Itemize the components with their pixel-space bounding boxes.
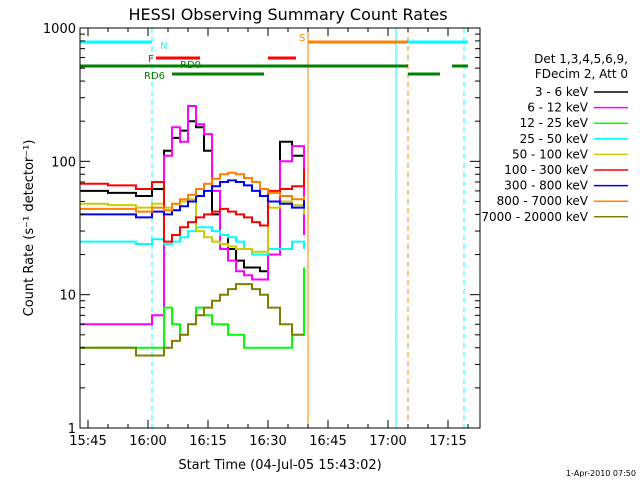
legend-header-line2: FDecim 2, Att 0 — [535, 67, 628, 81]
flag-bar-label: F — [148, 54, 154, 65]
series-line — [80, 168, 305, 243]
x-tick-label: 16:00 — [129, 434, 166, 449]
legend-entry-label: 300 - 800 keV — [504, 179, 588, 193]
x-tick-label: 17:00 — [369, 434, 406, 449]
legend-entry-label: 50 - 100 keV — [512, 147, 589, 161]
legend-entry-label: 6 - 12 keV — [527, 101, 589, 115]
series-line — [80, 171, 305, 213]
plot-frame — [79, 27, 481, 429]
y-tick-label: 1 — [68, 422, 76, 437]
x-axis-label: Start Time (04-Jul-05 15:43:02) — [178, 458, 381, 473]
series-line — [80, 179, 305, 219]
series-line — [80, 267, 305, 349]
plot-area: N S F RD0 RD6 — [79, 28, 468, 428]
y-axis-label: Count Rate (s⁻¹ detector⁻¹) — [22, 140, 37, 317]
legend-entry-label: 800 - 7000 keV — [497, 194, 589, 208]
legend-entry-label: 3 - 6 keV — [535, 85, 589, 99]
legend-entry-label: 25 - 50 keV — [520, 132, 589, 146]
series-line — [80, 283, 304, 357]
y-tick-label: 1000 — [43, 22, 76, 37]
flag-bar-label: S — [299, 33, 305, 44]
x-tick-label: 16:15 — [189, 434, 226, 449]
series-line — [80, 226, 305, 256]
y-tick-label: 10 — [59, 289, 76, 304]
chart-title: HESSI Observing Summary Count Rates — [128, 5, 447, 24]
series-line — [80, 105, 305, 326]
flag-bar-label: RD6 — [144, 71, 165, 82]
x-tick-label: 16:30 — [249, 434, 286, 449]
x-tick-label: 15:45 — [69, 434, 106, 449]
series-line — [80, 198, 305, 253]
flag-bar-label: RD0 — [180, 60, 201, 71]
legend-entry-label: 100 - 300 keV — [504, 163, 588, 177]
footer-timestamp: 1-Apr-2010 07:50 — [566, 469, 636, 478]
legend-header-line1: Det 1,3,4,5,6,9, — [534, 52, 628, 66]
legend-entry-label: 7000 - 20000 keV — [481, 210, 588, 224]
x-tick-label: 16:45 — [309, 434, 346, 449]
legend-entry-label: 12 - 25 keV — [520, 116, 589, 130]
x-tick-label: 17:15 — [429, 434, 466, 449]
y-tick-label: 100 — [51, 155, 76, 170]
flag-bar-label: N — [160, 41, 167, 52]
